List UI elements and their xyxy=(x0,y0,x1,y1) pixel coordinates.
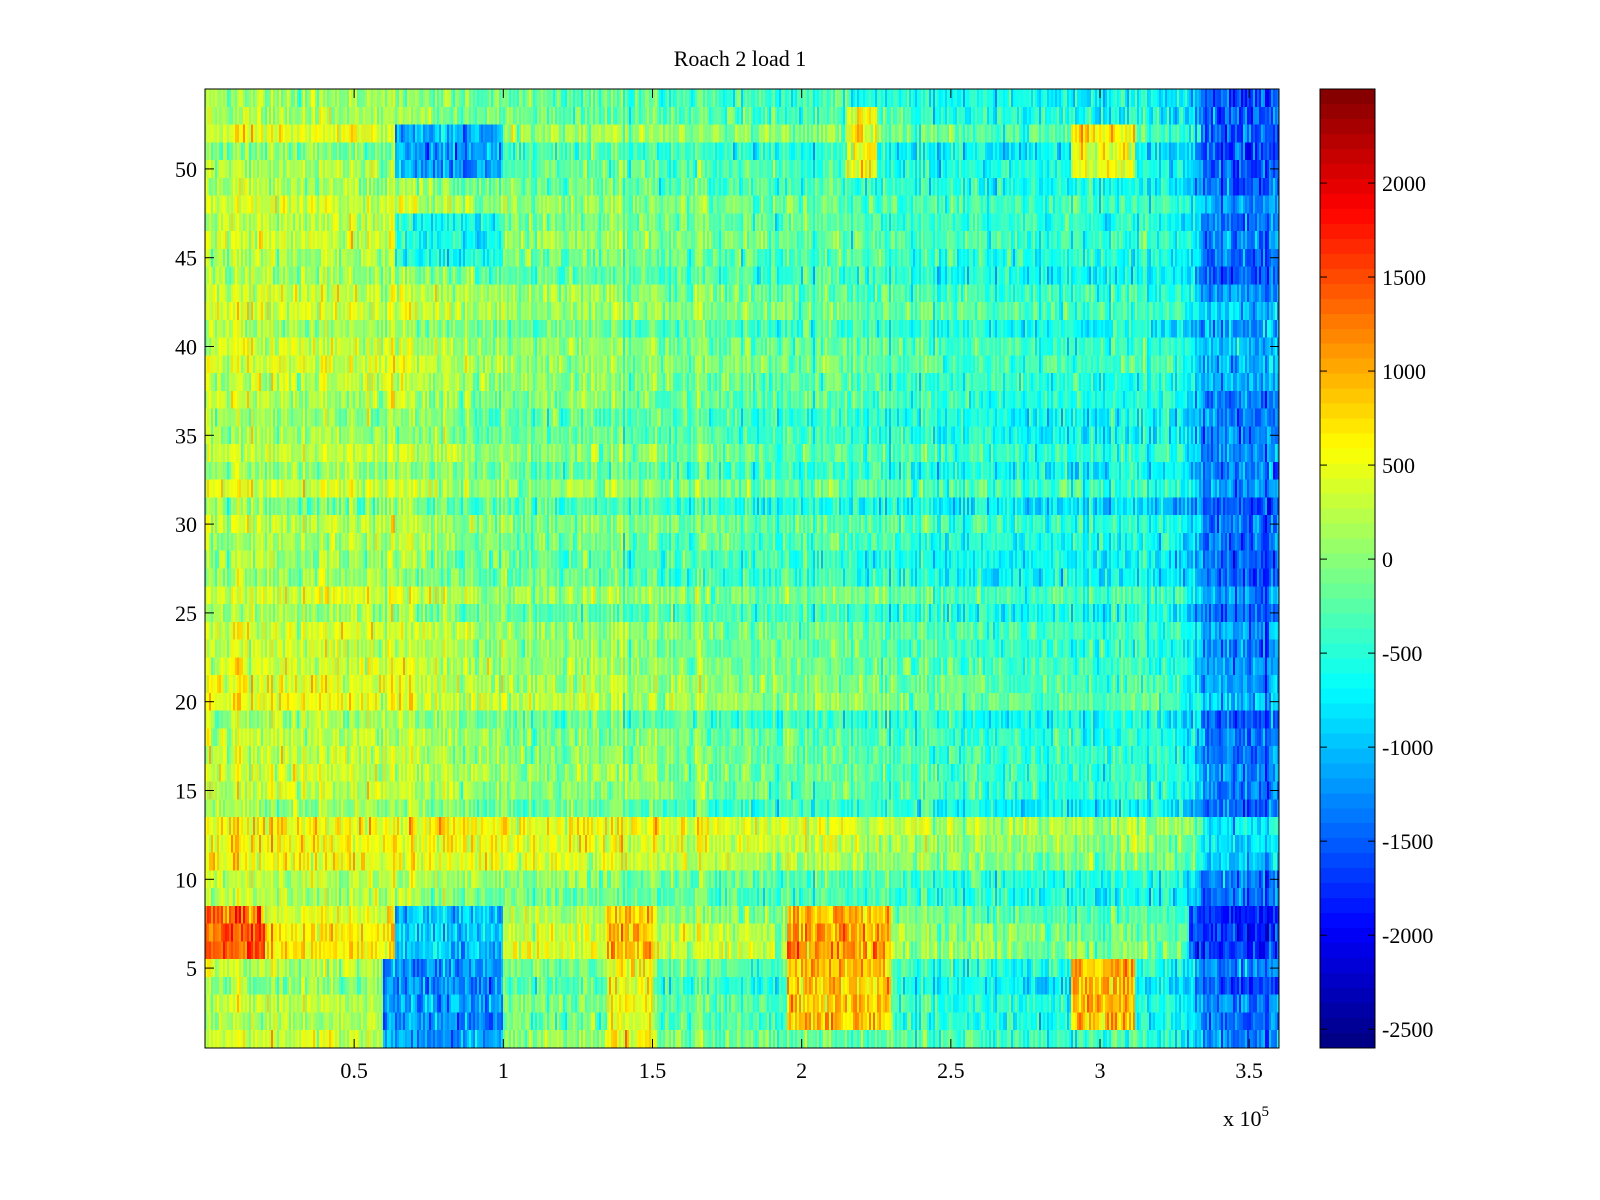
x-tick-label: 1.5 xyxy=(639,1058,667,1083)
x-axis-ticks: 0.5 1 1.5 2 2.5 3 3.5 xyxy=(340,89,1263,1083)
x-tick-label: 3 xyxy=(1095,1058,1106,1083)
y-tick-label: 30 xyxy=(175,512,197,537)
y-tick-label: 25 xyxy=(175,601,197,626)
colorbar-tick-label: 2000 xyxy=(1382,171,1426,196)
x-tick-label: 0.5 xyxy=(340,1058,368,1083)
heatmap-image xyxy=(205,89,1279,1048)
colorbar-tick-label: -2500 xyxy=(1382,1017,1433,1042)
y-tick-label: 40 xyxy=(175,335,197,360)
y-tick-label: 15 xyxy=(175,778,197,803)
y-tick-label: 10 xyxy=(175,867,197,892)
y-axis-ticks: 5 10 15 20 25 30 35 40 45 50 xyxy=(175,157,1279,981)
x-exponent-label: x 105 xyxy=(1223,1104,1269,1131)
colorbar-ticks: 2000 1500 1000 500 0 -500 -1000 -1500 -2000 -2500 xyxy=(1320,171,1433,1042)
colorbar-tick-label: -1000 xyxy=(1382,735,1433,760)
x-tick-label: 2.5 xyxy=(937,1058,965,1083)
colorbar-tick-label: 500 xyxy=(1382,453,1415,478)
y-tick-label: 20 xyxy=(175,690,197,715)
colorbar-frame xyxy=(1319,88,1376,1049)
colorbar-gradient xyxy=(1320,89,1375,1048)
plot-frame xyxy=(204,88,1280,1049)
colorbar-tick-label: 1500 xyxy=(1382,265,1426,290)
y-tick-label: 45 xyxy=(175,246,197,271)
colorbar-tick-label: -2000 xyxy=(1382,923,1433,948)
colorbar-tick-label: 1000 xyxy=(1382,359,1426,384)
colorbar-tick-label: 0 xyxy=(1382,547,1393,572)
y-tick-label: 50 xyxy=(175,157,197,182)
y-tick-label: 5 xyxy=(186,956,197,981)
x-tick-label: 1 xyxy=(498,1058,509,1083)
chart-title: Roach 2 load 1 xyxy=(674,46,807,71)
y-tick-label: 35 xyxy=(175,423,197,448)
colorbar-tick-label: -1500 xyxy=(1382,829,1433,854)
x-tick-label: 2 xyxy=(796,1058,807,1083)
colorbar-tick-label: -500 xyxy=(1382,641,1422,666)
x-tick-label: 3.5 xyxy=(1235,1058,1263,1083)
